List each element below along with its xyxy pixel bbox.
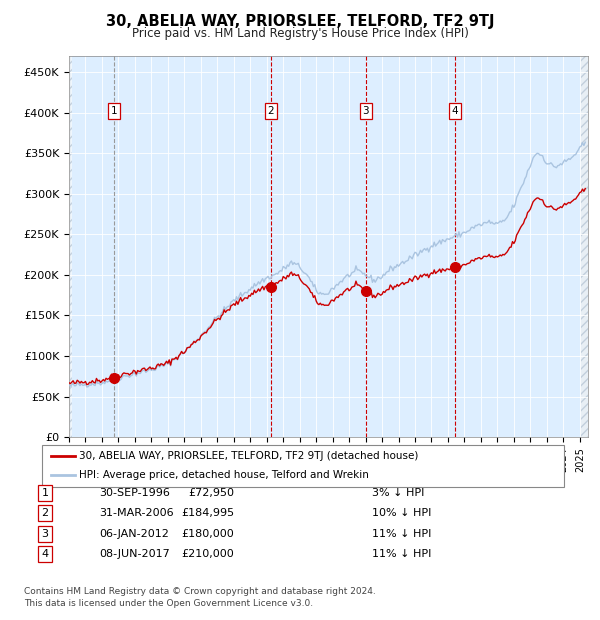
Text: 3: 3 [41,529,49,539]
Text: 30-SEP-1996: 30-SEP-1996 [99,488,170,498]
Bar [69,56,70,437]
Bar [581,56,588,437]
Text: £210,000: £210,000 [181,549,234,559]
Text: 30, ABELIA WAY, PRIORSLEE, TELFORD, TF2 9TJ: 30, ABELIA WAY, PRIORSLEE, TELFORD, TF2 … [106,14,494,29]
Text: 3: 3 [362,106,369,116]
Text: £180,000: £180,000 [181,529,234,539]
Text: 1: 1 [41,488,49,498]
Text: 30, ABELIA WAY, PRIORSLEE, TELFORD, TF2 9TJ (detached house): 30, ABELIA WAY, PRIORSLEE, TELFORD, TF2 … [79,451,419,461]
Text: Price paid vs. HM Land Registry's House Price Index (HPI): Price paid vs. HM Land Registry's House … [131,27,469,40]
Text: 11% ↓ HPI: 11% ↓ HPI [372,529,431,539]
Text: HPI: Average price, detached house, Telford and Wrekin: HPI: Average price, detached house, Telf… [79,470,369,480]
Text: 31-MAR-2006: 31-MAR-2006 [99,508,173,518]
Text: 06-JAN-2012: 06-JAN-2012 [99,529,169,539]
Text: Contains HM Land Registry data © Crown copyright and database right 2024.: Contains HM Land Registry data © Crown c… [24,587,376,596]
Text: 11% ↓ HPI: 11% ↓ HPI [372,549,431,559]
Bar [69,56,72,437]
Text: 4: 4 [452,106,458,116]
Text: £72,950: £72,950 [188,488,234,498]
Text: 2: 2 [41,508,49,518]
Text: 4: 4 [41,549,49,559]
Text: 2: 2 [268,106,274,116]
Text: 3% ↓ HPI: 3% ↓ HPI [372,488,424,498]
Text: 1: 1 [111,106,118,116]
Text: 08-JUN-2017: 08-JUN-2017 [99,549,170,559]
Bar [581,56,588,437]
Text: This data is licensed under the Open Government Licence v3.0.: This data is licensed under the Open Gov… [24,598,313,608]
Text: £184,995: £184,995 [181,508,234,518]
Text: 10% ↓ HPI: 10% ↓ HPI [372,508,431,518]
